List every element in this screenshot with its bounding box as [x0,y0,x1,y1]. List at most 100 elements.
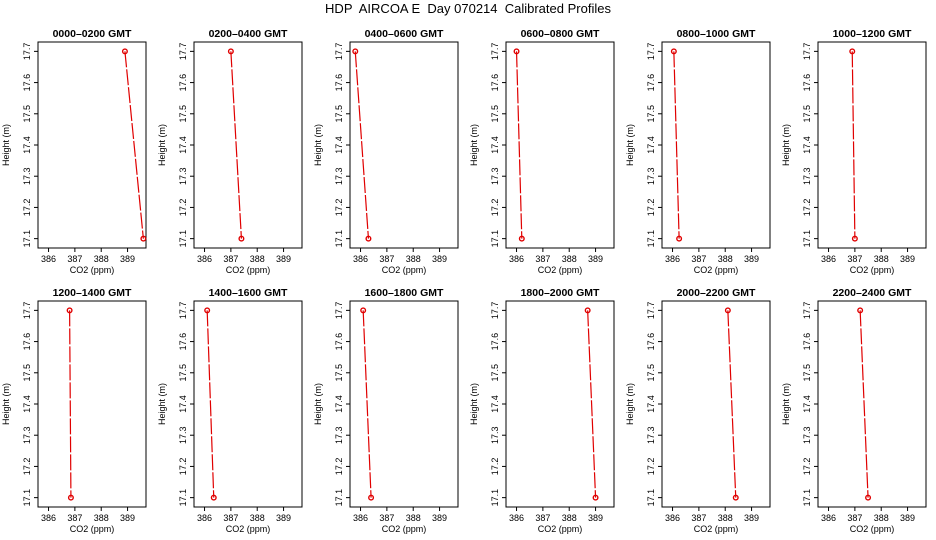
y-tick-label: 17.5 [178,105,188,123]
y-tick-label: 17.7 [22,43,32,61]
y-tick-label: 17.4 [334,395,344,413]
y-tick-label: 17.4 [490,136,500,154]
y-tick-label: 17.2 [334,199,344,217]
x-tick-label: 389 [588,254,603,264]
y-tick-label: 17.7 [178,302,188,320]
panel-8: 1400–1600 GMT 386 387 388 389 17.1 17.2 17.3 17.… [157,287,303,534]
y-tick-label: 17.4 [646,395,656,413]
y-tick-label: 17.2 [802,199,812,217]
data-point [851,235,858,242]
x-tick-label: 387 [67,513,82,523]
y-axis-label: Height (m) [469,383,479,425]
x-tick-label: 387 [535,513,550,523]
y-axis-label: Height (m) [469,124,479,166]
y-axis-label: Height (m) [1,124,11,166]
y-axis-label: Height (m) [313,124,323,166]
y-tick-label: 17.5 [490,364,500,382]
y-tick-label: 17.2 [22,458,32,476]
panel-title: 0200–0400 GMT [209,28,288,40]
y-tick-label: 17.7 [334,302,344,320]
y-tick-label: 17.2 [490,458,500,476]
y-tick-label: 17.2 [22,199,32,217]
profile-line [673,51,680,239]
plot-frame [349,300,459,508]
panel-title: 0600–0800 GMT [521,28,600,40]
x-tick-label: 387 [691,254,706,264]
x-axis-label: CO2 (ppm) [70,524,115,534]
x-tick-label: 388 [874,254,889,264]
panel-11: 2000–2200 GMT 386 387 388 389 17.1 17.2 17.3 17.… [625,287,771,534]
x-tick-label: 386 [353,254,368,264]
data-point [66,307,73,314]
profile-line [515,51,523,239]
y-tick-label: 17.2 [334,458,344,476]
x-axis-label: CO2 (ppm) [850,265,895,275]
x-tick-label: 389 [120,513,135,523]
profile-line [362,310,372,498]
x-tick-label: 387 [223,254,238,264]
data-point [360,307,367,314]
y-tick-label: 17.6 [334,333,344,351]
panel-9: 1600–1800 GMT 386 387 388 389 17.1 17.2 17.3 17.… [313,287,459,534]
x-tick-label: 388 [250,254,265,264]
y-tick-label: 17.4 [22,395,32,413]
x-tick-label: 387 [847,254,862,264]
y-tick-label: 17.4 [334,136,344,154]
data-point [121,48,128,55]
x-tick-label: 389 [432,254,447,264]
x-tick-label: 386 [353,513,368,523]
y-tick-label: 17.6 [646,333,656,351]
y-tick-label: 17.5 [22,364,32,382]
y-axis-label: Height (m) [313,383,323,425]
y-tick-label: 17.7 [646,302,656,320]
y-tick-label: 17.6 [490,333,500,351]
y-axis-label: Height (m) [625,124,635,166]
data-point [724,307,731,314]
profile-line [230,51,243,239]
y-tick-label: 17.6 [178,333,188,351]
x-tick-label: 387 [223,513,238,523]
x-tick-label: 387 [691,513,706,523]
x-tick-label: 386 [821,513,836,523]
y-tick-label: 17.3 [802,167,812,185]
y-axis-label: Height (m) [157,124,167,166]
y-tick-label: 17.4 [802,395,812,413]
panel-2: 0200–0400 GMT 386 387 388 389 17.1 17.2 17.3 17.… [157,28,303,275]
profile-line [727,310,737,498]
data-point [67,494,74,501]
y-tick-label: 17.3 [490,426,500,444]
data-point [140,235,147,242]
plot-frame [37,300,147,508]
panel-5: 0800–1000 GMT 386 387 388 389 17.1 17.2 17.3 17.… [625,28,771,275]
y-tick-label: 17.3 [22,426,32,444]
x-tick-label: 386 [197,513,212,523]
y-tick-label: 17.5 [178,364,188,382]
y-tick-label: 17.2 [802,458,812,476]
x-tick-label: 388 [562,513,577,523]
x-tick-label: 388 [406,513,421,523]
x-tick-label: 388 [562,254,577,264]
x-tick-label: 389 [900,254,915,264]
data-point [857,307,864,314]
figure-title: HDP AIRCOA E Day 070214 Calibrated Profi… [325,1,611,16]
y-axis-label: Height (m) [781,383,791,425]
data-point [676,235,683,242]
x-tick-label: 386 [665,513,680,523]
y-tick-label: 17.5 [334,105,344,123]
data-point [368,494,375,501]
y-tick-label: 17.6 [802,333,812,351]
panel-title: 1800–2000 GMT [521,287,600,299]
y-tick-label: 17.3 [178,426,188,444]
y-tick-label: 17.3 [646,167,656,185]
y-tick-label: 17.1 [490,230,500,248]
y-tick-label: 17.6 [178,74,188,92]
y-tick-label: 17.2 [646,458,656,476]
x-tick-label: 388 [406,254,421,264]
y-tick-label: 17.3 [334,167,344,185]
panel-title: 2200–2400 GMT [833,287,912,299]
x-tick-label: 389 [432,513,447,523]
plot-frame [817,41,927,249]
y-tick-label: 17.5 [646,364,656,382]
profile-line [587,310,597,498]
